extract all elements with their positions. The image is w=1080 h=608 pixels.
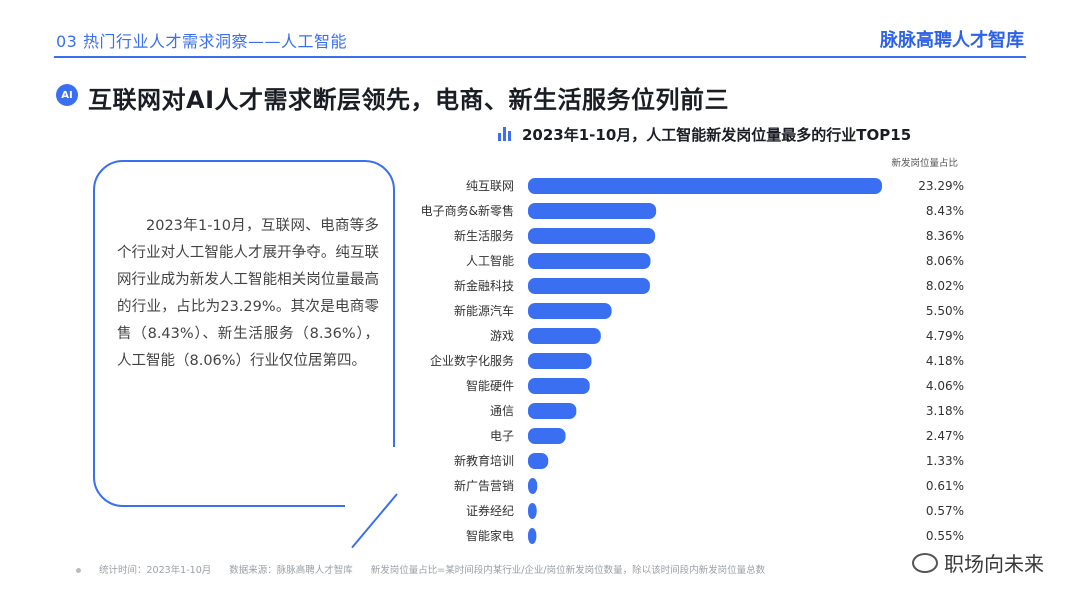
summary-text: 2023年1-10月，互联网、电商等多个行业对人工智能人才展开争夺。纯互联网行业… — [117, 218, 379, 369]
chart-title: 2023年1-10月，人工智能新发岗位量最多的行业TOP15 — [522, 126, 912, 144]
category-label: 智能家电 — [466, 528, 514, 543]
category-label: 纯互联网 — [466, 179, 514, 193]
value-label: 2.47% — [926, 429, 964, 443]
bar — [528, 353, 592, 369]
value-label: 4.18% — [926, 354, 964, 368]
value-label: 8.36% — [926, 229, 964, 243]
category-label: 新金融科技 — [454, 278, 514, 293]
value-label: 5.50% — [926, 304, 964, 318]
category-label: 新广告营销 — [454, 478, 514, 493]
footer-definition: 新发岗位量占比=某时间段内某行业/企业/岗位新发岗位数量，除以该时间段内新发岗位… — [370, 565, 766, 576]
value-label: 8.43% — [926, 204, 964, 218]
category-label: 智能硬件 — [466, 378, 514, 393]
wechat-icon — [912, 553, 938, 573]
category-label: 新能源汽车 — [454, 303, 514, 318]
bar — [528, 528, 537, 544]
bar — [528, 378, 590, 394]
watermark: 职场向未来 — [912, 548, 1044, 577]
bar — [528, 178, 882, 194]
category-label: 游戏 — [490, 329, 514, 343]
category-label: 企业数字化服务 — [430, 353, 514, 368]
category-label: 新教育培训 — [454, 453, 514, 468]
bar — [528, 503, 537, 519]
value-label: 23.29% — [918, 179, 964, 193]
header-divider — [54, 56, 1026, 58]
category-label: 新生活服务 — [454, 228, 514, 243]
bar — [528, 453, 549, 469]
category-label: 电子 — [490, 429, 514, 443]
bar — [528, 253, 651, 269]
footer-notes: 统计时间：2023年1-10月 数据来源：脉脉高聘人才智库 新发岗位量占比=某时间段… — [76, 562, 783, 576]
bar — [528, 328, 601, 344]
category-label: 电子商务&新零售 — [421, 203, 514, 218]
bar-chart-icon — [498, 127, 514, 141]
value-label: 4.06% — [926, 379, 964, 393]
ai-icon: AI — [56, 84, 78, 106]
bar — [528, 403, 577, 419]
value-label: 8.06% — [926, 254, 964, 268]
category-label: 通信 — [490, 404, 514, 418]
footer-source: 数据来源：脉脉高聘人才智库 — [229, 565, 353, 576]
summary-box — [93, 160, 398, 549]
value-label: 0.55% — [926, 529, 964, 543]
category-label: 证券经纪 — [466, 503, 514, 518]
bar — [528, 228, 656, 244]
bar — [528, 203, 657, 219]
brand-logo: 脉脉高聘人才智库 — [880, 30, 1024, 51]
value-label: 4.79% — [926, 329, 964, 343]
bar — [528, 428, 566, 444]
footer-stat-time: 统计时间：2023年1-10月 — [99, 565, 212, 576]
bar — [528, 303, 612, 319]
bar — [528, 278, 650, 294]
bar — [528, 478, 538, 494]
value-label: 0.61% — [926, 479, 964, 493]
value-label: 3.18% — [926, 404, 964, 418]
section-title: 03 热门行业人才需求洞察——人工智能 — [56, 32, 347, 51]
value-label: 1.33% — [926, 454, 964, 468]
watermark-text: 职场向未来 — [944, 552, 1044, 576]
bullet-icon — [76, 568, 81, 573]
value-label: 0.57% — [926, 504, 964, 518]
page-title: 互联网对AI人才需求断层领先，电商、新生活服务位列前三 — [88, 86, 730, 114]
category-label: 人工智能 — [466, 253, 514, 268]
value-label: 8.02% — [926, 279, 964, 293]
value-column-header: 新发岗位量占比 — [891, 157, 958, 169]
